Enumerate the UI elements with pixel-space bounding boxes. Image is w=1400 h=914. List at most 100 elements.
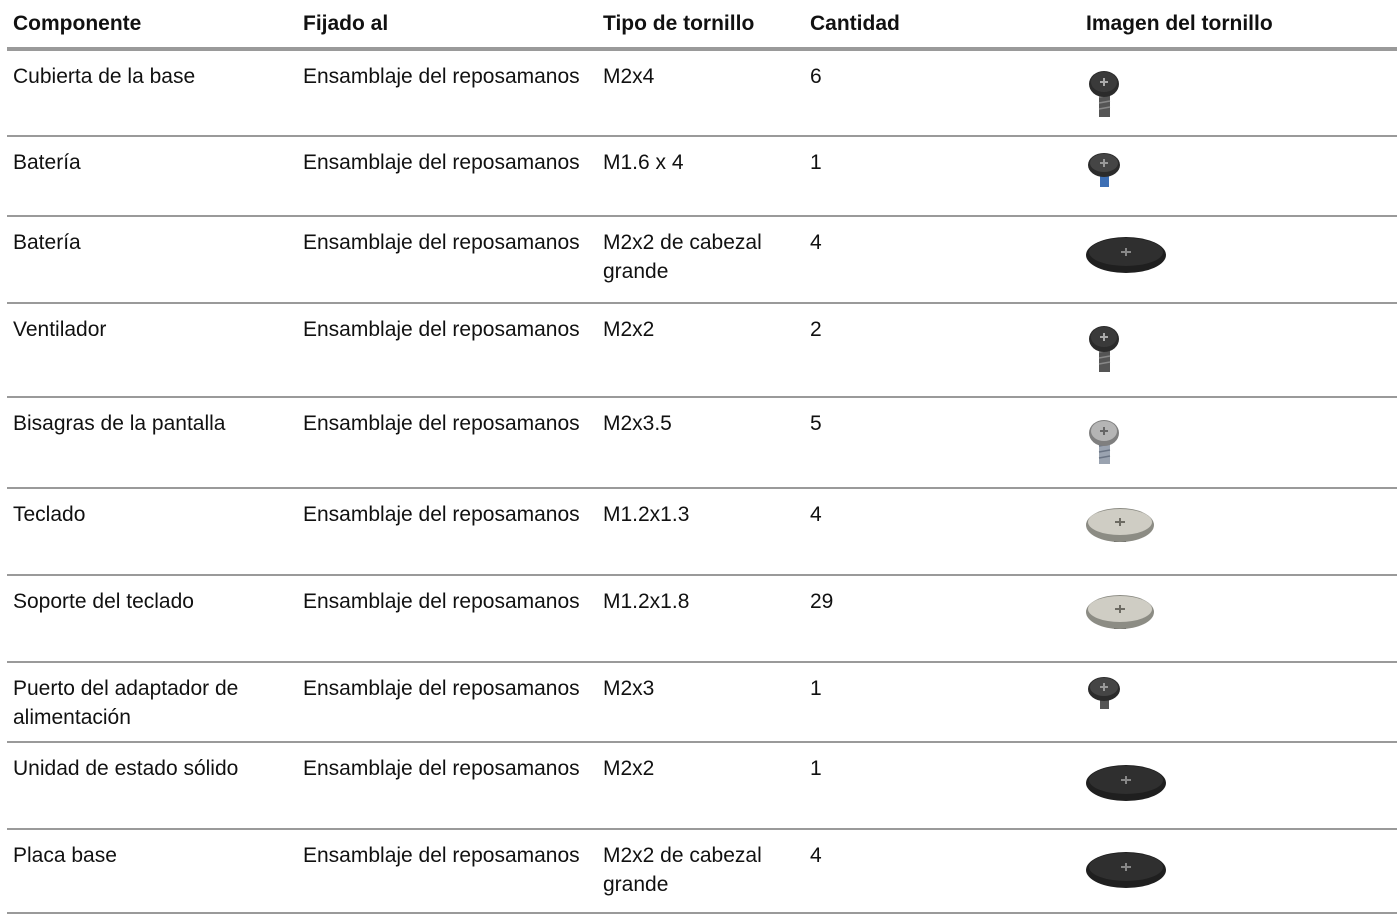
cell-screw-type: M2x4 bbox=[597, 49, 804, 137]
cell-quantity: 6 bbox=[804, 49, 1080, 137]
cell-component-text: Puerto del adaptador de alimentación bbox=[13, 677, 239, 729]
cell-attached-to-text: Ensamblaje del reposamanos bbox=[303, 65, 580, 88]
cell-quantity-text: 4 bbox=[810, 231, 822, 254]
cell-attached-to-text: Ensamblaje del reposamanos bbox=[303, 318, 580, 341]
cell-screw-image bbox=[1080, 575, 1397, 663]
cell-screw-type-text: M2x3 bbox=[603, 677, 655, 700]
cell-quantity-text: 1 bbox=[810, 677, 822, 700]
cell-screw-type: M2x3 bbox=[597, 662, 804, 743]
cell-quantity-text: 4 bbox=[810, 844, 822, 867]
cell-quantity: 5 bbox=[804, 397, 1080, 489]
cell-attached-to: Ensamblaje del reposamanos bbox=[297, 303, 597, 398]
header-screw-image: Imagen del tornillo bbox=[1080, 0, 1397, 51]
cell-screw-image bbox=[1080, 662, 1397, 743]
cell-quantity-text: 6 bbox=[810, 65, 822, 88]
cell-attached-to: Ensamblaje del reposamanos bbox=[297, 662, 597, 743]
cell-screw-image bbox=[1080, 742, 1397, 830]
cell-screw-type: M2x2 bbox=[597, 742, 804, 830]
cell-quantity-text: 1 bbox=[810, 757, 822, 780]
cell-attached-to-text: Ensamblaje del reposamanos bbox=[303, 231, 580, 254]
cell-component: Unidad de estado sólido bbox=[7, 742, 297, 830]
cell-screw-type-text: M2x2 bbox=[603, 318, 655, 341]
table-row: Ventilador Ensamblaje del reposamanos M2x2… bbox=[7, 303, 1397, 398]
cell-attached-to: Ensamblaje del reposamanos bbox=[297, 397, 597, 489]
cell-attached-to: Ensamblaje del reposamanos bbox=[297, 742, 597, 830]
cell-screw-type-text: M2x2 de cabezal grande bbox=[603, 231, 762, 283]
screw-m2x3-5-icon bbox=[1086, 398, 1391, 480]
cell-attached-to-text: Ensamblaje del reposamanos bbox=[303, 412, 580, 435]
cell-component: Ventilador bbox=[7, 303, 297, 398]
table-row: Bisagras de la pantalla Ensamblaje del re… bbox=[7, 397, 1397, 489]
cell-attached-to: Ensamblaje del reposamanos bbox=[297, 216, 597, 304]
screw-m2x4-icon bbox=[1086, 51, 1391, 131]
cell-attached-to-text: Ensamblaje del reposamanos bbox=[303, 844, 580, 867]
cell-quantity: 29 bbox=[804, 575, 1080, 663]
cell-quantity: 1 bbox=[804, 136, 1080, 217]
cell-screw-image bbox=[1080, 303, 1397, 398]
table-row: Placa base Ensamblaje del reposamanos M2x2… bbox=[7, 829, 1397, 914]
cell-component-text: Unidad de estado sólido bbox=[13, 757, 239, 780]
cell-attached-to-text: Ensamblaje del reposamanos bbox=[303, 503, 580, 526]
screw-m2x3-icon bbox=[1086, 663, 1391, 741]
cell-screw-type: M2x2 de cabezal grande bbox=[597, 829, 804, 914]
cell-quantity-text: 5 bbox=[810, 412, 822, 435]
cell-quantity: 4 bbox=[804, 488, 1080, 576]
cell-screw-type-text: M2x3.5 bbox=[603, 412, 672, 435]
cell-attached-to-text: Ensamblaje del reposamanos bbox=[303, 677, 580, 700]
cell-screw-type-text: M1.2x1.8 bbox=[603, 590, 690, 613]
cell-quantity: 4 bbox=[804, 829, 1080, 914]
screw-m2x2-big-head-icon bbox=[1086, 830, 1391, 912]
cell-component: Puerto del adaptador de alimentación bbox=[7, 662, 297, 743]
cell-attached-to: Ensamblaje del reposamanos bbox=[297, 575, 597, 663]
cell-quantity-text: 29 bbox=[810, 590, 834, 613]
cell-quantity-text: 1 bbox=[810, 151, 822, 174]
cell-component: Batería bbox=[7, 136, 297, 217]
cell-component-text: Placa base bbox=[13, 844, 117, 867]
screw-m1-2x1-8-icon bbox=[1086, 576, 1391, 658]
header-screw-type: Tipo de tornillo bbox=[597, 0, 804, 51]
cell-screw-type: M2x2 bbox=[597, 303, 804, 398]
cell-attached-to: Ensamblaje del reposamanos bbox=[297, 49, 597, 137]
cell-attached-to-text: Ensamblaje del reposamanos bbox=[303, 590, 580, 613]
cell-screw-image bbox=[1080, 136, 1397, 217]
cell-screw-type: M2x2 de cabezal grande bbox=[597, 216, 804, 304]
cell-component: Batería bbox=[7, 216, 297, 304]
screw-m2x2-big-head-icon bbox=[1086, 217, 1391, 297]
cell-component: Placa base bbox=[7, 829, 297, 914]
table-row: Unidad de estado sólido Ensamblaje del re… bbox=[7, 742, 1397, 830]
cell-screw-type-text: M2x2 de cabezal grande bbox=[603, 844, 762, 896]
cell-screw-image bbox=[1080, 488, 1397, 576]
cell-quantity-text: 4 bbox=[810, 503, 822, 526]
cell-screw-type-text: M1.6 x 4 bbox=[603, 151, 684, 174]
screw-m2x2-flat-icon bbox=[1086, 743, 1391, 825]
cell-component: Teclado bbox=[7, 488, 297, 576]
cell-component-text: Batería bbox=[13, 151, 81, 174]
cell-component-text: Batería bbox=[13, 231, 81, 254]
cell-quantity-text: 2 bbox=[810, 318, 822, 341]
cell-screw-type-text: M1.2x1.3 bbox=[603, 503, 690, 526]
cell-screw-type: M1.2x1.8 bbox=[597, 575, 804, 663]
header-row: Componente Fijado al Tipo de tornillo Ca… bbox=[7, 0, 1397, 51]
cell-component-text: Ventilador bbox=[13, 318, 107, 341]
cell-attached-to: Ensamblaje del reposamanos bbox=[297, 488, 597, 576]
header-component: Componente bbox=[7, 0, 297, 51]
cell-component-text: Bisagras de la pantalla bbox=[13, 412, 226, 435]
cell-quantity: 1 bbox=[804, 662, 1080, 743]
header-attached-to: Fijado al bbox=[297, 0, 597, 51]
cell-screw-type: M1.2x1.3 bbox=[597, 488, 804, 576]
cell-attached-to-text: Ensamblaje del reposamanos bbox=[303, 151, 580, 174]
cell-screw-image bbox=[1080, 49, 1397, 137]
screw-m1-2x1-3-icon bbox=[1086, 489, 1391, 571]
cell-screw-image bbox=[1080, 829, 1397, 914]
cell-component-text: Soporte del teclado bbox=[13, 590, 194, 613]
cell-screw-type: M2x3.5 bbox=[597, 397, 804, 489]
cell-component: Bisagras de la pantalla bbox=[7, 397, 297, 489]
table-row: Puerto del adaptador de alimentación Ensa… bbox=[7, 662, 1397, 743]
cell-screw-image bbox=[1080, 397, 1397, 489]
cell-screw-image bbox=[1080, 216, 1397, 304]
header-quantity: Cantidad bbox=[804, 0, 1080, 51]
table-row: Cubierta de la base Ensamblaje del reposa… bbox=[7, 49, 1397, 137]
cell-screw-type-text: M2x2 bbox=[603, 757, 655, 780]
cell-quantity: 1 bbox=[804, 742, 1080, 830]
screw-m2x2-icon bbox=[1086, 304, 1391, 386]
